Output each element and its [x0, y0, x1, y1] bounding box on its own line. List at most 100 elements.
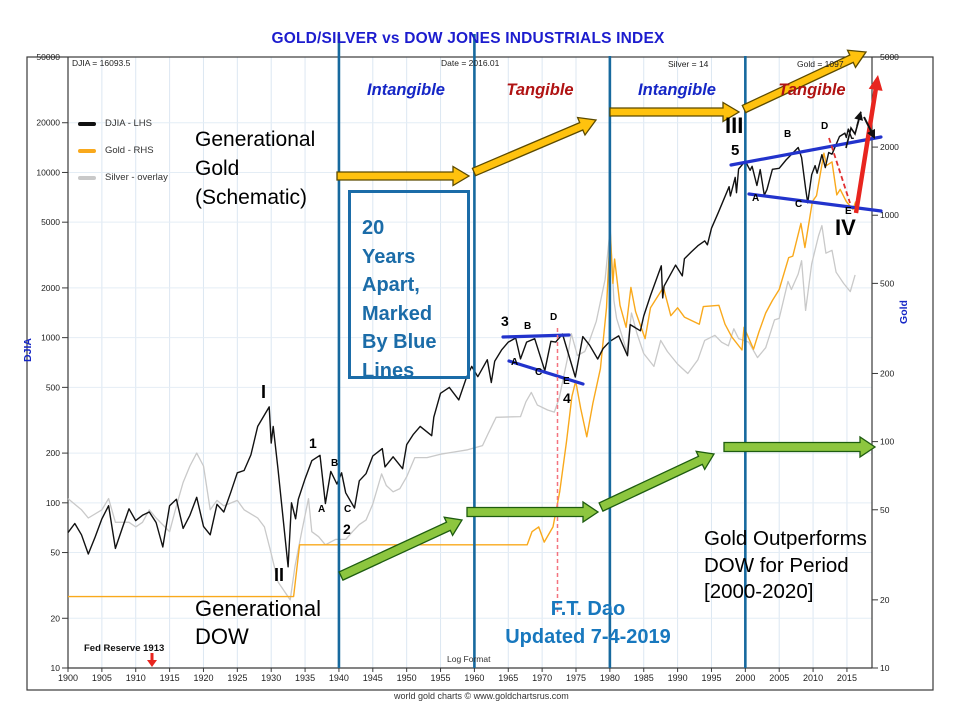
left-tick-label: 5000: [41, 217, 60, 227]
red-forecast-arrow: [853, 75, 883, 214]
annotation-fed-reserve: Fed Reserve 1913: [84, 643, 165, 654]
wave-label-b: B: [524, 321, 532, 332]
gold-line-swatch: [78, 148, 96, 153]
left-tick-label: 10000: [36, 167, 60, 177]
left-tick-label: 500: [46, 382, 60, 392]
wave-label-c: C: [344, 504, 352, 515]
right-tick-label: 200: [880, 368, 894, 378]
x-tick-label: 1935: [295, 673, 315, 683]
x-tick-label: 2015: [837, 673, 857, 683]
black-up-arrowhead: [854, 111, 863, 127]
wave-label-2: 2: [343, 521, 351, 537]
wave-label-i: I: [261, 382, 267, 402]
wave-label-5: 5: [731, 142, 740, 159]
left-tick-label: 20: [51, 613, 61, 623]
wave-label-c: C: [795, 199, 803, 210]
annotation-years-box: 20 Years Apart, Marked By Blue Lines: [348, 190, 470, 382]
wave-label-c: C: [535, 367, 543, 378]
info-date-value: Date = 2016.01: [441, 58, 500, 68]
x-tick-label: 1965: [498, 673, 518, 683]
right-tick-label: 10: [880, 663, 890, 673]
gold-schematic-arrow: [609, 101, 741, 123]
right-tick-label: 500: [880, 278, 894, 288]
info-gold-value: Gold = 1097: [797, 59, 844, 69]
right-axis-title: Gold: [898, 300, 910, 324]
wave-label-iii: III: [725, 113, 744, 138]
blue-trend-line: [501, 333, 571, 339]
green-schematic-arrow: [338, 516, 464, 581]
wave-label-4: 4: [563, 390, 571, 406]
djia-series-line: [67, 128, 854, 568]
djia-line-swatch: [78, 121, 96, 126]
wave-label-3: 3: [501, 313, 509, 329]
left-tick-label: 50000: [36, 52, 60, 62]
left-tick-label: 200: [46, 448, 60, 458]
right-tick-label: 20: [880, 595, 890, 605]
gold-schematic-arrow: [336, 165, 471, 187]
legend-item-djia: DJIA - LHS: [78, 110, 168, 137]
period-label-tangible-2: Tangible: [778, 81, 846, 99]
x-tick-label: 1920: [193, 673, 213, 683]
info-djia-value: DJIA = 16093.5: [72, 58, 131, 68]
fed-reserve-arrow: [147, 653, 157, 667]
blue-trend-line: [747, 192, 883, 213]
x-tick-label: 1985: [634, 673, 654, 683]
black-down-arrow: [863, 116, 875, 139]
wave-label-e: E: [845, 206, 852, 217]
left-tick-label: 50: [51, 548, 61, 558]
left-axis-title: DJIA: [22, 338, 34, 362]
x-tick-label: 1970: [532, 673, 552, 683]
blue-trend-line: [729, 135, 883, 167]
x-tick-label: 1975: [566, 673, 586, 683]
info-silver-value: Silver = 14: [668, 59, 709, 69]
x-tick-label: 2000: [735, 673, 755, 683]
wave-label-d: D: [821, 121, 829, 132]
wave-label-a: A: [318, 504, 326, 515]
x-tick-label: 1945: [363, 673, 383, 683]
wave-label-ii: II: [274, 565, 285, 585]
legend: DJIA - LHS Gold - RHS Silver - overlay: [78, 110, 168, 191]
left-tick-label: 1000: [41, 333, 60, 343]
legend-item-gold: Gold - RHS: [78, 137, 168, 164]
blue-trend-line: [507, 359, 585, 386]
x-tick-label: 1910: [126, 673, 146, 683]
wave-label-a: A: [752, 193, 760, 204]
x-tick-label: 1990: [668, 673, 688, 683]
right-tick-label: 1000: [880, 210, 899, 220]
green-schematic-arrow: [598, 450, 716, 512]
wave-label-1: 1: [309, 435, 317, 451]
legend-label: Silver - overlay: [105, 172, 168, 183]
x-tick-label: 1955: [431, 673, 451, 683]
silver-series-line: [67, 224, 856, 601]
right-tick-label: 2000: [880, 142, 899, 152]
red-dashed-projection: [828, 137, 851, 204]
x-tick-label: 1980: [600, 673, 620, 683]
legend-item-silver: Silver - overlay: [78, 164, 168, 191]
right-tick-label: 100: [880, 437, 894, 447]
x-tick-label: 1925: [227, 673, 247, 683]
gold-series-line: [68, 152, 857, 598]
left-tick-label: 100: [46, 498, 60, 508]
x-tick-label: 1940: [329, 673, 349, 683]
period-label-intangible-2: Intangible: [638, 81, 716, 99]
x-tick-label: 1900: [58, 673, 78, 683]
x-tick-label: 2010: [803, 673, 823, 683]
left-tick-label: 20000: [36, 118, 60, 128]
x-tick-label: 1915: [160, 673, 180, 683]
x-tick-label: 1960: [464, 673, 484, 683]
legend-label: Gold - RHS: [105, 145, 154, 156]
wave-label-d: D: [550, 312, 558, 323]
right-tick-label: 50: [880, 505, 890, 515]
wave-label-b: B: [784, 129, 792, 140]
annotation-generational-gold: Generational Gold (Schematic): [195, 128, 316, 209]
wave-label-iv: IV: [835, 215, 856, 240]
green-schematic-arrow: [723, 435, 877, 459]
copyright-text: world gold charts © www.goldchartsrus.co…: [394, 691, 569, 701]
period-label-intangible-1: Intangible: [367, 81, 445, 99]
annotation-log-format: Log Format: [447, 654, 491, 664]
page-title: GOLD/SILVER vs DOW JONES INDUSTRIALS IND…: [271, 30, 665, 47]
annotation-gold-outperforms: Gold Outperforms DOW for Period [2000-20…: [704, 527, 867, 603]
gold-schematic-arrow: [741, 49, 868, 114]
